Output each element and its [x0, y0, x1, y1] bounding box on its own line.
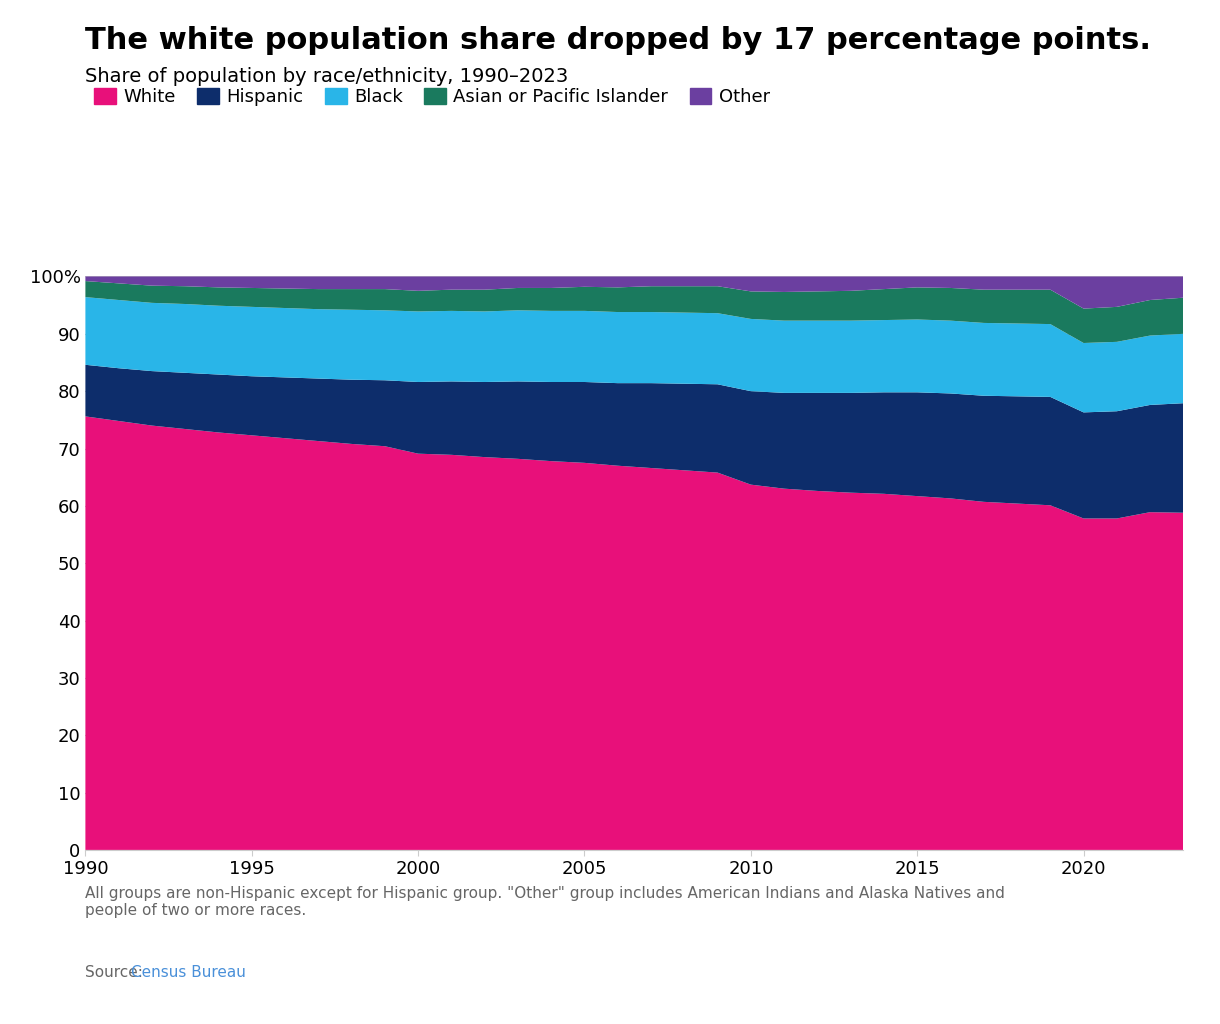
Text: Source:: Source: — [85, 965, 148, 980]
Legend: White, Hispanic, Black, Asian or Pacific Islander, Other: White, Hispanic, Black, Asian or Pacific… — [94, 88, 770, 105]
Text: Census Bureau: Census Bureau — [131, 965, 245, 980]
Text: All groups are non-Hispanic except for Hispanic group. "Other" group includes Am: All groups are non-Hispanic except for H… — [85, 886, 1005, 919]
Text: Share of population by race/ethnicity, 1990–2023: Share of population by race/ethnicity, 1… — [85, 67, 569, 86]
Text: The white population share dropped by 17 percentage points.: The white population share dropped by 17… — [85, 26, 1152, 54]
